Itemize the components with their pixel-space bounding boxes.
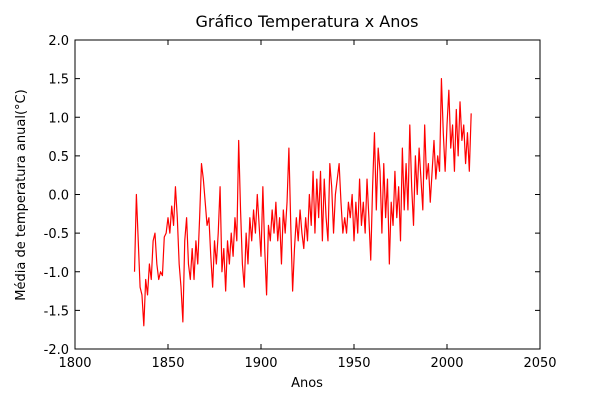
y-tick-label: -0.5: [44, 227, 69, 242]
y-tick-label: 2.0: [48, 34, 69, 49]
x-axis-label: Anos: [291, 376, 323, 391]
y-tick-label: -1.0: [44, 266, 69, 281]
y-tick-label: 1.0: [48, 111, 69, 126]
x-tick-label: 2000: [430, 356, 463, 371]
plot-frame: [74, 39, 541, 350]
x-tick-label: 2050: [523, 356, 556, 371]
y-tick-label: 0.0: [48, 189, 69, 204]
y-tick-label: -2.0: [44, 343, 69, 358]
x-tick-label: 1900: [244, 356, 277, 371]
chart-title: Gráfico Temperatura x Anos: [195, 12, 418, 31]
y-axis-label: Média de temperatura anual(°C): [14, 89, 29, 300]
x-tick-label: 1950: [337, 356, 370, 371]
x-tick-label: 1850: [151, 356, 184, 371]
data-line: [133, 78, 472, 327]
y-tick-label: 1.5: [48, 73, 69, 88]
y-tick-label: 0.5: [48, 150, 69, 165]
y-tick-label: -1.5: [44, 304, 69, 319]
x-tick-label: 1800: [58, 356, 91, 371]
